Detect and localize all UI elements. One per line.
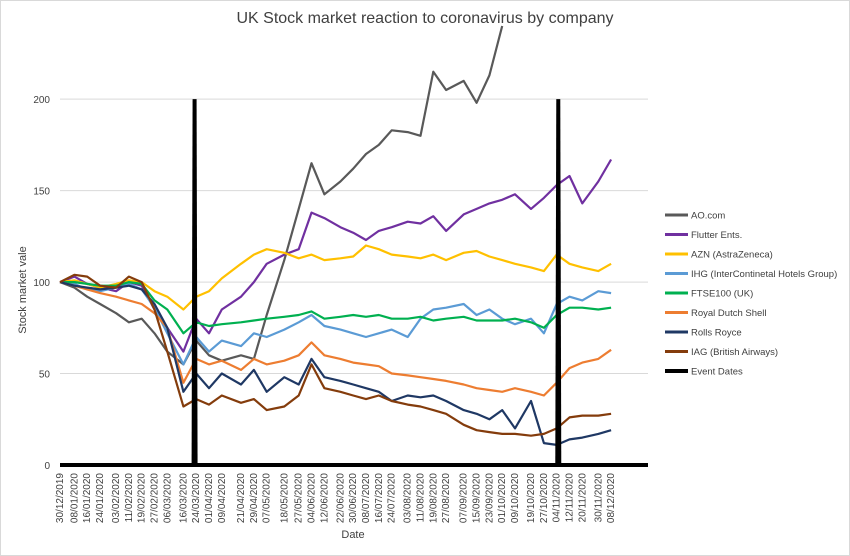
y-tick-labels: 0 50 100 150 200 (33, 95, 50, 472)
chart-title: UK Stock market reaction to coronavirus … (236, 10, 614, 27)
x-tick-label: 09/10/2020 (510, 473, 521, 523)
x-axis-label: Date (341, 529, 364, 541)
legend-label: Flutter Ents. (691, 230, 742, 241)
x-tick-label: 20/11/2020 (577, 473, 588, 523)
x-tick-label: 21/04/2020 (236, 473, 247, 523)
x-tick-label: 11/08/2020 (415, 473, 426, 523)
x-tick-label: 23/09/2020 (484, 473, 495, 523)
x-tick-label: 19/02/2020 (137, 473, 148, 523)
series-line (59, 244, 612, 311)
x-tick-label: 27/08/2020 (441, 473, 452, 523)
x-tick-label: 24/07/2020 (387, 473, 398, 523)
legend-label: AO.com (691, 211, 725, 222)
x-tick-label: 07/05/2020 (262, 473, 273, 523)
x-tick-label: 16/03/2020 (178, 473, 189, 523)
x-tick-label: 27/05/2020 (294, 473, 305, 523)
x-tick-label: 16/07/2020 (374, 473, 385, 523)
x-tick-label: 06/03/2020 (162, 473, 173, 523)
x-tick-label: 24/03/2020 (191, 473, 202, 523)
x-tick-label: 30/06/2020 (348, 473, 359, 523)
x-tick-label: 08/12/2020 (606, 473, 617, 523)
series-line (59, 281, 612, 446)
x-tick-label: 09/04/2020 (217, 473, 228, 523)
y-tick-label: 100 (33, 278, 50, 289)
x-tick-label: 15/09/2020 (472, 473, 483, 523)
y-axis-label: Stock market vale (17, 246, 29, 333)
y-tick-label: 150 (33, 187, 50, 198)
x-tick-labels: 30/12/2019 08/01/2020 16/01/2020 24/01/2020… (55, 473, 617, 523)
x-tick-label: 27/02/2020 (150, 473, 161, 523)
legend-label: IHG (InterContinetal Hotels Group) (691, 269, 837, 280)
x-tick-label: 04/11/2020 (552, 473, 563, 523)
x-tick-label: 27/10/2020 (539, 473, 550, 523)
x-tick-label: 19/10/2020 (526, 473, 537, 523)
series-line (60, 281, 612, 335)
x-tick-label: 04/06/2020 (307, 473, 318, 523)
x-tick-label: 11/02/2020 (124, 473, 135, 523)
x-tick-label: 08/01/2020 (69, 473, 80, 523)
x-tick-label: 03/02/2020 (111, 473, 122, 523)
x-tick-label: 12/06/2020 (319, 473, 330, 523)
x-tick-label: 24/01/2020 (95, 473, 106, 523)
y-tick-label: 200 (33, 95, 50, 106)
series-line (59, 25, 504, 366)
y-tick-label: 0 (44, 461, 50, 472)
legend-label: IAG (British Airways) (691, 347, 778, 358)
x-tick-label: 08/07/2020 (361, 473, 372, 523)
series-lines (59, 25, 613, 446)
x-tick-label: 29/04/2020 (249, 473, 260, 523)
x-tick-label: 22/06/2020 (335, 473, 346, 523)
x-tick-label: 12/11/2020 (564, 473, 575, 523)
legend-label: Royal Dutch Shell (691, 308, 767, 319)
x-tick-label: 18/05/2020 (279, 473, 290, 523)
event-date-bars (60, 99, 648, 467)
legend-label: Rolls Royce (691, 328, 742, 339)
y-tick-label: 50 (39, 370, 51, 381)
legend: AO.com Flutter Ents. AZN (AstraZeneca) IHG … (665, 211, 837, 378)
legend-label: FTSE100 (UK) (691, 289, 753, 300)
x-tick-label: 16/01/2020 (82, 473, 93, 523)
event-date-bar (555, 99, 562, 466)
x-tick-label: 30/12/2019 (55, 473, 66, 523)
x-tick-label: 01/10/2020 (497, 473, 508, 523)
x-tick-label: 19/08/2020 (428, 473, 439, 523)
x-tick-label: 07/09/2020 (459, 473, 470, 523)
legend-label: AZN (AstraZeneca) (691, 250, 773, 261)
series-line (59, 273, 612, 437)
legend-label: Event Dates (691, 367, 743, 378)
x-tick-label: 03/08/2020 (403, 473, 414, 523)
event-date-bar (191, 99, 198, 466)
x-tick-label: 30/11/2020 (593, 473, 604, 523)
x-tick-label: 01/04/2020 (204, 473, 215, 523)
series-line (59, 281, 612, 397)
series-line (59, 281, 612, 366)
